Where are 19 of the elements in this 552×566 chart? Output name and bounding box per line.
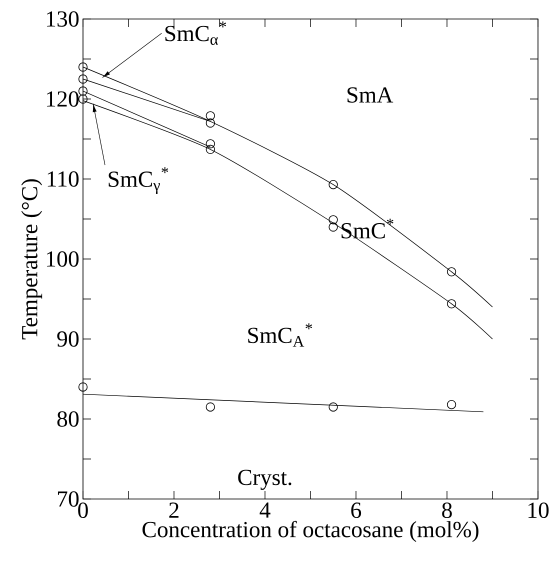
- x-tick-label: 0: [78, 502, 88, 518]
- annotation: SmA: [348, 87, 394, 103]
- y-tick-label: 80: [57, 411, 79, 427]
- y-axis-title: Temperature (°C): [21, 179, 42, 340]
- x-tick-label: 6: [351, 502, 362, 518]
- x-tick-label: 8: [442, 502, 452, 518]
- annotation: SmC$_{A}$*: [248, 323, 312, 347]
- y-tick-label: 90: [57, 331, 79, 347]
- x-tick-label: 10: [528, 502, 549, 518]
- y-tick-label: 110: [48, 171, 79, 187]
- x-axis-title: Concentration of octacosane (mol%): [142, 520, 478, 542]
- annotation: SmC$_{γ}$*: [108, 167, 168, 194]
- annotation: Cryst.: [238, 470, 292, 490]
- y-tick-label: 100: [46, 251, 79, 267]
- y-tick-label: 70: [58, 491, 79, 507]
- x-tick-label: 4: [260, 502, 270, 518]
- x-tick-label: 2: [169, 502, 178, 518]
- y-tick-label: 130: [46, 11, 79, 27]
- y-tick-label: 120: [46, 91, 79, 107]
